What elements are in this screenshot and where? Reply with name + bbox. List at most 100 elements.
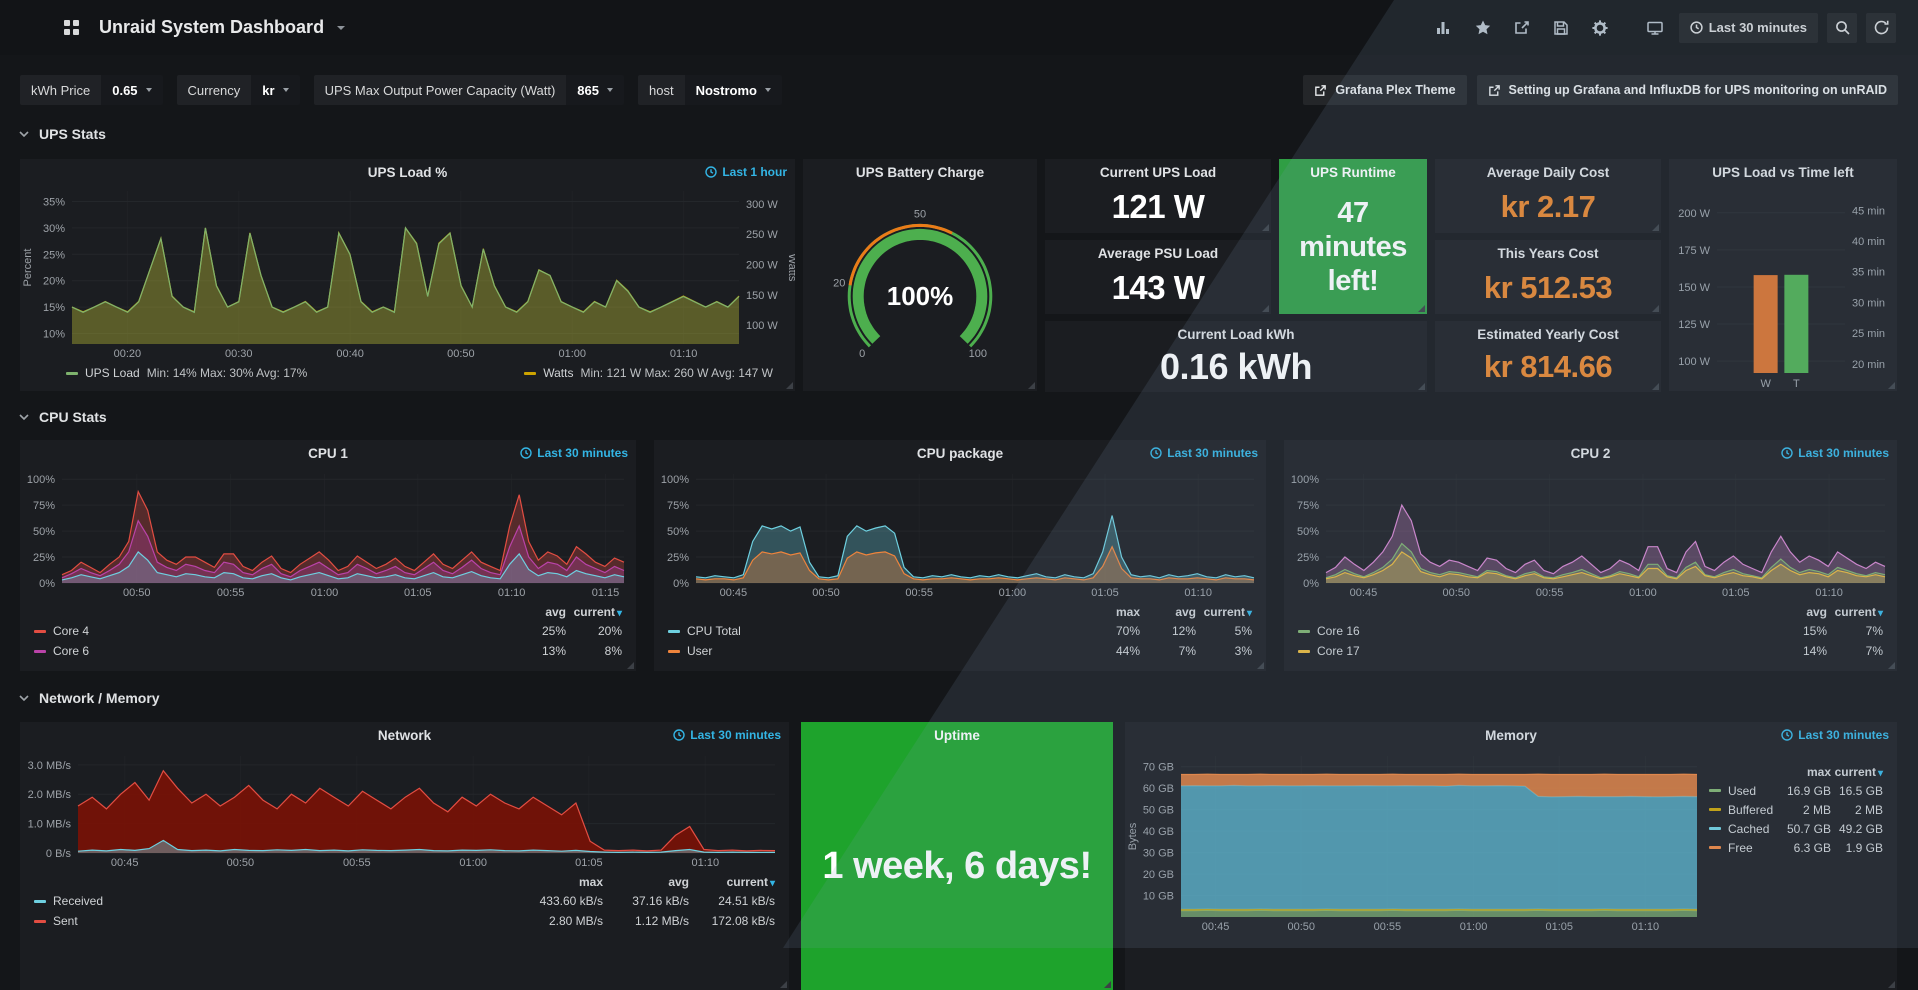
panel-time-range[interactable]: Last 30 minutes	[673, 722, 781, 748]
section-network-memory[interactable]: Network / Memory	[18, 690, 160, 706]
legend-row[interactable]: Core 17 14% 7%	[1298, 641, 1883, 661]
save-dashboard-button[interactable]	[1546, 13, 1576, 43]
svg-text:20: 20	[833, 277, 845, 289]
panel-title[interactable]: CPU package	[916, 445, 1004, 461]
chevron-down-icon	[607, 88, 613, 92]
legend-col-avg[interactable]: avg	[1175, 605, 1196, 619]
time-range-label: Last 30 minutes	[1708, 20, 1807, 35]
mark-favorite-button[interactable]	[1468, 13, 1498, 43]
legend-row[interactable]: Core 16 15% 7%	[1298, 621, 1883, 641]
legend-row[interactable]: User 44% 7% 3%	[668, 641, 1252, 661]
panel-title[interactable]: Average PSU Load	[1097, 246, 1219, 261]
ups-load-chart[interactable]: 00:20 00:30 00:40 00:50 01:00 01:10 10% 15% 20% 2…	[20, 185, 795, 361]
legend-item[interactable]: UPS Load Min: 14% Max: 30% Avg: 17%	[66, 366, 307, 380]
panel-title[interactable]: Average Daily Cost	[1486, 165, 1610, 180]
legend-col-max[interactable]: max	[578, 875, 603, 889]
svg-text:25%: 25%	[1297, 552, 1319, 564]
link-grafana-plex-theme[interactable]: Grafana Plex Theme	[1303, 75, 1467, 105]
panel-title[interactable]: Current UPS Load	[1099, 165, 1217, 180]
variable-value-dropdown[interactable]: Nostromo	[684, 75, 782, 105]
legend-row[interactable]: Free 6.3 GB 1.9 GB	[1709, 838, 1883, 857]
legend-col-avg[interactable]: avg	[545, 605, 566, 619]
panel-time-range[interactable]: Last 30 minutes	[1150, 440, 1258, 466]
panel-title[interactable]: Estimated Yearly Cost	[1477, 327, 1619, 342]
panel-time-range[interactable]: Last 30 minutes	[520, 440, 628, 466]
legend-col-current[interactable]: current ▾	[1834, 764, 1883, 779]
ups-load-vs-time-chart[interactable]: 100 W 125 W 150 W 175 W 200 W 20 min 25 min 30 …	[1669, 185, 1897, 391]
variable-label: UPS Max Output Power Capacity (Watt)	[313, 75, 567, 105]
apps-menu-button[interactable]	[56, 13, 86, 43]
panel-current-ups-load: Current UPS Load 121 W	[1045, 159, 1271, 233]
panel-title[interactable]: CPU 2	[1570, 445, 1611, 461]
dashboard-title[interactable]: Unraid System Dashboard	[99, 17, 325, 37]
legend-col-current[interactable]: current ▾	[726, 875, 775, 889]
panel-title[interactable]: This Years Cost	[1497, 246, 1599, 261]
network-chart[interactable]: 00:45 00:50 00:55 01:00 01:05 01:10 0 B/s 1.0 M…	[20, 748, 789, 870]
variable-value-dropdown[interactable]: kr	[251, 75, 300, 105]
panel-title[interactable]: CPU 1	[308, 445, 348, 461]
section-cpu-stats[interactable]: CPU Stats	[18, 409, 107, 425]
panel-title[interactable]: UPS Load %	[367, 164, 448, 180]
svg-text:01:10: 01:10	[670, 348, 698, 360]
svg-text:01:10: 01:10	[498, 587, 526, 599]
legend-col-max[interactable]: max	[1806, 764, 1831, 779]
svg-text:60 GB: 60 GB	[1143, 783, 1174, 795]
cycle-view-button[interactable]	[1640, 13, 1670, 43]
panel-title[interactable]: Memory	[1485, 727, 1537, 743]
panel-cpu1: CPU 1 Last 30 minutes 00:50 00:55 01:00 01:…	[20, 440, 636, 671]
panel-title[interactable]: Network	[377, 727, 432, 743]
legend-row[interactable]: Sent 2.80 MB/s 1.12 MB/s 172.08 kB/s	[34, 911, 775, 931]
svg-text:70 GB: 70 GB	[1143, 762, 1174, 774]
section-ups-stats[interactable]: UPS Stats	[18, 126, 106, 142]
legend-row[interactable]: CPU Total 70% 12% 5%	[668, 621, 1252, 641]
legend-col-avg[interactable]: avg	[1806, 605, 1827, 619]
panel-title[interactable]: UPS Battery Charge	[855, 164, 985, 180]
battery-gauge-chart[interactable]: 0 20 50 100 100%	[803, 185, 1037, 391]
svg-text:150 W: 150 W	[1678, 282, 1710, 294]
svg-text:30 GB: 30 GB	[1143, 848, 1174, 860]
add-panel-button[interactable]	[1429, 13, 1459, 43]
svg-text:25%: 25%	[667, 552, 689, 564]
time-range-button[interactable]: Last 30 minutes	[1678, 12, 1818, 43]
legend-col-avg[interactable]: avg	[668, 875, 689, 889]
svg-text:10 GB: 10 GB	[1143, 891, 1174, 903]
panel-cpu2: CPU 2 Last 30 minutes 00:45 00:50 00:55 01:…	[1284, 440, 1897, 671]
share-icon	[1514, 20, 1529, 34]
zoom-out-time-button[interactable]	[1827, 12, 1857, 43]
cpu1-chart[interactable]: 00:50 00:55 01:00 01:05 01:10 01:15 0% 25% 50% 75…	[20, 466, 636, 600]
svg-text:2.0 MB/s: 2.0 MB/s	[28, 789, 72, 801]
legend-col-current[interactable]: current ▾	[1203, 605, 1252, 619]
refresh-button[interactable]	[1866, 12, 1896, 43]
legend-col-max[interactable]: max	[1115, 605, 1140, 619]
variable-value-dropdown[interactable]: 0.65	[101, 75, 163, 105]
legend-col-current[interactable]: current ▾	[573, 605, 622, 619]
panel-time-range[interactable]: Last 1 hour	[705, 159, 787, 185]
panel-title[interactable]: UPS Load vs Time left	[1712, 164, 1854, 180]
legend-row[interactable]: Received 433.60 kB/s 37.16 kB/s 24.51 kB/s	[34, 891, 775, 911]
panel-title[interactable]: UPS Runtime	[1310, 165, 1396, 180]
share-dashboard-button[interactable]	[1507, 13, 1537, 43]
memory-chart[interactable]: 00:45 00:50 00:55 01:00 01:05 01:10 10 GB 20 GB…	[1125, 748, 1707, 934]
panel-title[interactable]: Uptime	[934, 728, 980, 743]
legend-row[interactable]: Core 6 13% 8%	[34, 641, 622, 661]
link-ups-monitoring-guide[interactable]: Setting up Grafana and InfluxDB for UPS …	[1476, 75, 1898, 105]
legend-item[interactable]: Watts Min: 121 W Max: 260 W Avg: 147 W	[524, 366, 773, 380]
dashboard-settings-button[interactable]	[1585, 13, 1615, 43]
svg-text:100%: 100%	[27, 474, 55, 486]
panel-title[interactable]: Current Load kWh	[1177, 327, 1295, 342]
legend-row[interactable]: Buffered 2 MB 2 MB	[1709, 800, 1883, 819]
panel-time-range[interactable]: Last 30 minutes	[1781, 722, 1889, 748]
cpu2-chart[interactable]: 00:45 00:50 00:55 01:00 01:05 01:10 0% 25% 50% 75…	[1284, 466, 1897, 600]
variable-value-dropdown[interactable]: 865	[566, 75, 624, 105]
legend-row[interactable]: Core 4 25% 20%	[34, 621, 622, 641]
panel-ups-battery-charge: UPS Battery Charge 0 20 50 100 100%	[803, 159, 1037, 391]
legend-row[interactable]: Used 16.9 GB 16.5 GB	[1709, 781, 1883, 800]
legend-row[interactable]: Cached 50.7 GB 49.2 GB	[1709, 819, 1883, 838]
svg-text:01:00: 01:00	[999, 587, 1027, 599]
cpu-package-chart[interactable]: 00:45 00:50 00:55 01:00 01:05 01:10 0% 25% 50% 75…	[654, 466, 1266, 600]
panel-time-range[interactable]: Last 30 minutes	[1781, 440, 1889, 466]
variable-kwh-price: kWh Price 0.65	[20, 75, 163, 105]
stat-value: kr 512.53	[1483, 269, 1613, 305]
svg-text:00:55: 00:55	[217, 587, 245, 599]
legend-col-current[interactable]: current ▾	[1834, 605, 1883, 619]
